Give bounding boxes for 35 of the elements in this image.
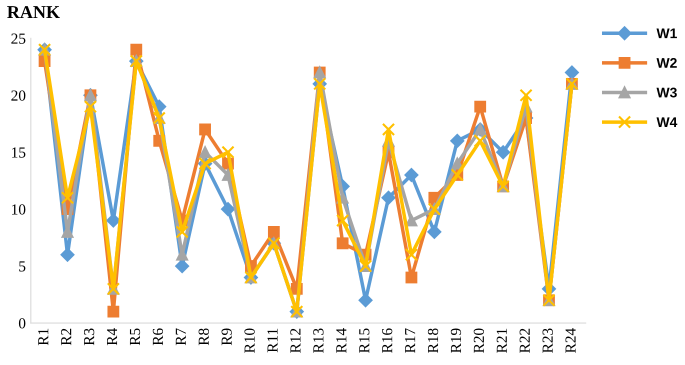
- x-tick-label: R4: [106, 328, 118, 346]
- x-tick-label: R9: [222, 328, 232, 346]
- legend-label: W4: [656, 117, 678, 127]
- y-tick-label: 5: [19, 261, 26, 272]
- chart-title: RANK: [7, 6, 60, 18]
- x-tick-label: R2: [61, 328, 72, 346]
- x-tick-label: R17: [405, 328, 416, 353]
- x-tick-label: R8: [198, 328, 209, 346]
- x-tick-label: R21: [496, 328, 507, 353]
- x-tick-label: R22: [520, 328, 530, 353]
- x-tick-label: R18: [428, 328, 438, 353]
- x-tick-label: R1: [38, 328, 48, 346]
- x-tick-label: R16: [382, 328, 392, 353]
- x-tick-label: R15: [359, 328, 370, 353]
- x-tick-label: R14: [336, 328, 346, 353]
- legend-label: W3: [656, 88, 677, 98]
- legend-label: W1: [656, 28, 677, 38]
- y-tick-label: 10: [12, 204, 26, 215]
- y-tick-label: 15: [12, 147, 26, 158]
- x-tick-label: R6: [152, 328, 164, 346]
- x-tick-label: R24: [565, 328, 576, 353]
- x-tick-label: R20: [474, 328, 484, 353]
- x-tick-label: R11: [267, 328, 278, 352]
- x-tick-label: R13: [313, 328, 324, 353]
- x-tick-label: R10: [244, 328, 255, 353]
- x-tick-label: R19: [450, 328, 462, 353]
- x-tick-label: R7: [176, 328, 186, 346]
- x-tick-label: R23: [542, 328, 553, 353]
- x-tick-label: R5: [130, 328, 140, 346]
- y-tick-label: 25: [11, 34, 26, 44]
- y-tick-label: 0: [18, 318, 26, 328]
- x-tick-label: R12: [290, 328, 300, 353]
- x-tick-label: R3: [84, 328, 94, 346]
- legend-label: W2: [656, 58, 677, 68]
- y-tick-label: 20: [11, 90, 26, 101]
